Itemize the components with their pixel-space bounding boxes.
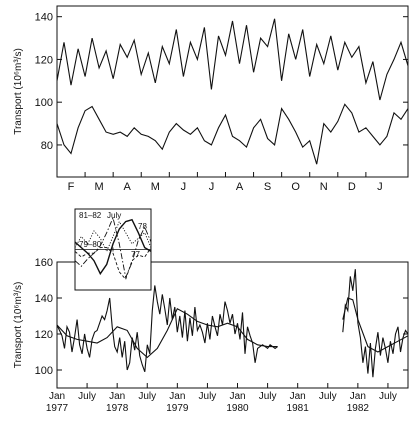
bottom-x-year-label: 1977 — [46, 403, 69, 414]
inset-label-july: July — [107, 211, 121, 220]
bottom-y-axis-label: Transport (10⁶m³/s) — [13, 282, 24, 369]
top-y-axis-label: Transport (10⁶m³/s) — [13, 48, 24, 135]
bottom-raw-series-2 — [342, 269, 409, 378]
bottom-y-tick-label: 160 — [35, 257, 53, 269]
bottom-x-tick-label: Jan — [169, 391, 185, 402]
inset-panel: 81–82 July 78 79–80 77 — [74, 208, 152, 291]
bottom-y-tick-label: 120 — [35, 329, 53, 341]
top-series-line-2 — [56, 103, 409, 165]
inset-label-78: 78 — [138, 222, 147, 231]
bottom-x-tick-label: Jan — [350, 391, 366, 402]
bottom-x-year-label: 1981 — [287, 403, 310, 414]
bottom-smooth-series-1 — [56, 308, 278, 359]
top-plot-frame — [56, 5, 409, 178]
bottom-smooth-series-2 — [342, 297, 409, 353]
top-y-tick-label: 80 — [41, 140, 53, 152]
top-x-tick-label: J — [209, 181, 215, 193]
top-x-tick-label: N — [320, 181, 328, 193]
inset-series-line-3 — [74, 220, 152, 253]
top-series-line-1 — [56, 18, 409, 101]
top-x-tick-label: A — [236, 181, 244, 193]
bottom-y-tick-label: 140 — [35, 293, 53, 305]
bottom-x-year-label: 1978 — [106, 403, 129, 414]
top-x-tick-label: S — [264, 181, 271, 193]
top-x-tick-label: M — [95, 181, 104, 193]
bottom-x-tick-label: Jan — [109, 391, 125, 402]
bottom-x-tick-label: July — [78, 391, 96, 402]
bottom-y-tick-label: 100 — [35, 365, 53, 377]
inset-series-line-4 — [74, 247, 152, 281]
inset-label-79-80: 79–80 — [79, 240, 102, 249]
bottom-x-tick-label: July — [379, 391, 397, 402]
top-x-tick-label: J — [377, 181, 383, 193]
top-x-tick-label: F — [68, 181, 75, 193]
top-y-tick-label: 100 — [35, 97, 53, 109]
bottom-x-tick-label: July — [319, 391, 337, 402]
top-x-tick-label: D — [348, 181, 356, 193]
bottom-x-tick-label: Jan — [290, 391, 306, 402]
top-x-tick-label: J — [181, 181, 187, 193]
bottom-x-tick-label: July — [199, 391, 217, 402]
top-x-tick-label: O — [291, 181, 300, 193]
top-y-tick-label: 120 — [35, 54, 53, 66]
top-x-tick-label: A — [124, 181, 132, 193]
top-x-tick-label: M — [151, 181, 160, 193]
bottom-raw-series-1 — [56, 285, 278, 372]
bottom-x-tick-label: July — [259, 391, 277, 402]
bottom-x-tick-label: Jan — [229, 391, 245, 402]
bottom-x-tick-label: July — [138, 391, 156, 402]
bottom-x-tick-label: Jan — [49, 391, 65, 402]
inset-label-77: 77 — [131, 250, 140, 259]
bottom-x-year-label: 1979 — [166, 403, 189, 414]
top-y-tick-label: 140 — [35, 12, 53, 24]
inset-label-81-82: 81–82 — [79, 211, 102, 220]
top-panel: 80 100 120 140 F M A M J J A S O N D J Transport (10⁶m³/… — [13, 5, 409, 193]
bottom-x-year-label: 1982 — [347, 403, 370, 414]
bottom-x-year-label: 1980 — [226, 403, 249, 414]
